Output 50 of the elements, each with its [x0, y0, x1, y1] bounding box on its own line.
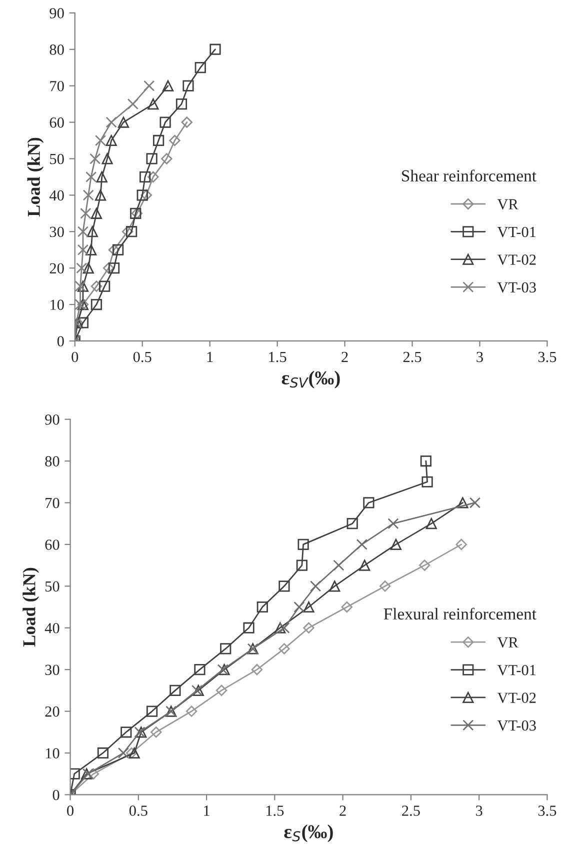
- x-tick-label: 0: [72, 352, 78, 362]
- x-tick-label: 0.5: [133, 352, 152, 362]
- y-axis-title: Load (kN): [27, 138, 44, 217]
- y-tick-label: 40: [49, 190, 64, 201]
- y-tick-label: 30: [45, 664, 60, 676]
- legend-label: VT-02: [497, 692, 536, 704]
- x-tick-label: 1.5: [269, 352, 286, 362]
- y-tick-label: 20: [50, 263, 64, 274]
- y-tick-label: 0: [57, 336, 64, 346]
- x-axis-title: ε$_{S}$(‰): [284, 824, 333, 842]
- x-tick-label: 0.5: [129, 806, 148, 816]
- y-tick-label: 70: [50, 80, 64, 92]
- y-tick-label: 10: [46, 748, 60, 758]
- y-tick-label: 90: [50, 8, 64, 18]
- legend-label: VT-01: [497, 226, 536, 238]
- legend-label: VR: [497, 199, 518, 210]
- legend-label: VT-02: [497, 254, 536, 265]
- legend-label: VT-03: [497, 720, 536, 731]
- x-tick-label: 2: [340, 806, 346, 816]
- y-tick-label: 50: [45, 581, 60, 592]
- y-axis-title: Load (kN): [22, 568, 40, 647]
- y-tick-label: 40: [44, 623, 60, 634]
- y-tick-label: 50: [50, 154, 64, 164]
- x-tick-label: 0: [67, 806, 74, 816]
- y-tick-label: 80: [45, 456, 60, 466]
- x-tick-label: 3.5: [538, 352, 556, 362]
- legend-label: VR: [497, 637, 518, 648]
- legend-label: VT-03: [497, 282, 536, 293]
- y-tick-label: 0: [52, 790, 60, 800]
- legend-label: VT-01: [497, 664, 536, 676]
- y-tick-label: 10: [50, 300, 64, 310]
- y-tick-label: 60: [50, 117, 64, 128]
- x-tick-label: 1.5: [266, 806, 284, 816]
- legend-title: Flexural reinforcement: [384, 608, 536, 620]
- x-tick-label: 2.5: [403, 352, 422, 362]
- x-tick-label: 3: [476, 806, 482, 816]
- y-tick-label: 70: [46, 498, 60, 508]
- x-tick-label: 2.5: [402, 806, 420, 816]
- y-tick-label: 90: [45, 414, 60, 425]
- x-tick-label: 1: [207, 352, 213, 362]
- x-tick-label: 2: [342, 352, 348, 362]
- y-tick-label: 60: [45, 540, 60, 550]
- x-tick-label: 1: [204, 806, 210, 816]
- legend-title: Shear reinforcement: [402, 170, 536, 182]
- x-tick-label: 3: [476, 352, 483, 362]
- x-tick-label: 3.5: [538, 806, 556, 816]
- y-tick-label: 20: [45, 706, 60, 717]
- y-tick-label: 30: [50, 226, 64, 238]
- y-tick-label: 80: [50, 44, 64, 55]
- x-axis-title: ε$_{SV}$(‰): [282, 370, 340, 388]
